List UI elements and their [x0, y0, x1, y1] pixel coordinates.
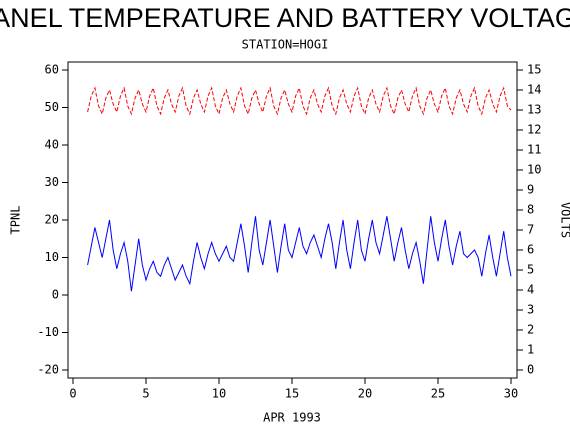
x-tick-label: 5 [142, 387, 149, 401]
x-tick-label: 25 [431, 387, 445, 401]
y2-tick-label: 1 [527, 343, 534, 357]
series-line [88, 216, 511, 291]
y2-tick-label: 8 [527, 203, 534, 217]
y2-tick-label: 12 [527, 123, 541, 137]
y2-tick-label: 9 [527, 183, 534, 197]
x-tick-label: 30 [504, 387, 518, 401]
y2-axis-label: VOLTS [559, 202, 570, 238]
y2-tick-label: 13 [527, 103, 541, 117]
x-axis-label: APR 1993 [263, 411, 321, 425]
chart-subtitle: STATION=HOGI [242, 38, 329, 52]
y-tick-label: 20 [45, 213, 59, 227]
y2-tick-label: 7 [527, 223, 534, 237]
y2-tick-label: 6 [527, 243, 534, 257]
y-tick-label: 40 [45, 138, 59, 152]
y-axis-label: TPNL [9, 206, 23, 235]
y2-tick-label: 2 [527, 323, 534, 337]
y-tick-label: -10 [37, 325, 59, 339]
y2-tick-label: 14 [527, 83, 541, 97]
y2-tick-label: 11 [527, 143, 541, 157]
y2-tick-label: 15 [527, 63, 541, 77]
x-tick-label: 15 [285, 387, 299, 401]
y-tick-label: 0 [52, 288, 59, 302]
y2-tick-label: 3 [527, 303, 534, 317]
y2-tick-label: 4 [527, 283, 534, 297]
x-tick-label: 20 [358, 387, 372, 401]
y-tick-label: -20 [37, 363, 59, 377]
chart-title: PANEL TEMPERATURE AND BATTERY VOLTAGE [0, 3, 570, 33]
x-tick-label: 10 [212, 387, 226, 401]
series-line [88, 88, 511, 114]
y2-tick-label: 0 [527, 363, 534, 377]
y-tick-label: 10 [45, 250, 59, 264]
y2-tick-label: 5 [527, 263, 534, 277]
y-tick-label: 50 [45, 100, 59, 114]
y2-tick-label: 10 [527, 163, 541, 177]
x-tick-label: 0 [69, 387, 76, 401]
y-tick-label: 60 [45, 63, 59, 77]
y-tick-label: 30 [45, 175, 59, 189]
